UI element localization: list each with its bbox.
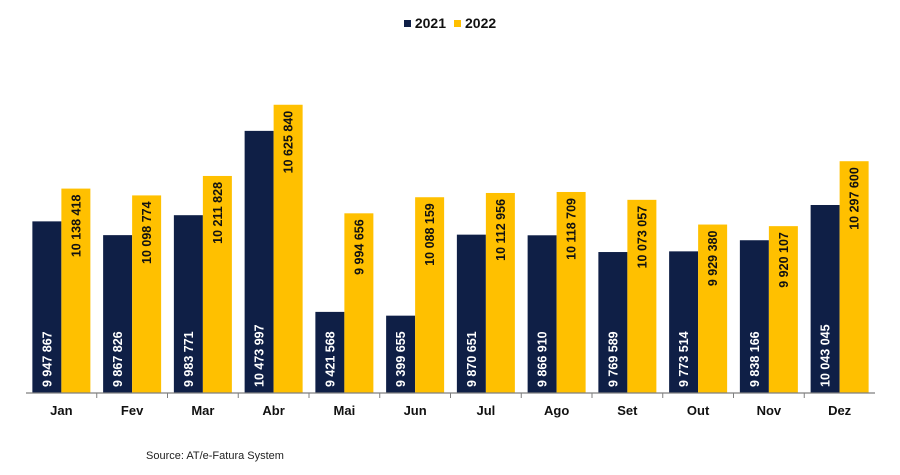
bar-2021-out — [669, 251, 699, 393]
bar-2022-jun — [415, 197, 445, 393]
x-tick-label-fev: Fev — [121, 403, 144, 418]
bar-2021-set — [598, 252, 628, 393]
data-label-2022-jul: 10 112 956 — [494, 199, 508, 261]
bar-2022-ago — [556, 191, 586, 393]
bar-2021-jan — [32, 221, 62, 393]
x-tick-label-abr: Abr — [262, 403, 284, 418]
legend-label-2021: 2021 — [414, 15, 446, 31]
x-tick-label-set: Set — [617, 403, 638, 418]
legend: 2021 2022 — [0, 15, 900, 31]
legend-item-2022: 2022 — [454, 15, 496, 31]
bar-2021-jun — [386, 315, 416, 393]
data-label-2021-jun: 9 399 655 — [394, 331, 408, 387]
bar-2022-fev — [132, 195, 162, 393]
x-tick-label-jul: Jul — [476, 403, 495, 418]
data-label-2021-jul: 9 870 651 — [465, 331, 479, 387]
bar-2021-dez — [810, 204, 840, 393]
bar-2021-abr — [244, 130, 274, 394]
bar-2022-nov — [768, 226, 798, 393]
legend-swatch-2021 — [403, 19, 411, 27]
legend-item-2021: 2021 — [403, 15, 446, 31]
bar-2021-mar — [173, 215, 203, 393]
x-tick-label-jan: Jan — [50, 403, 72, 418]
x-tick-label-mar: Mar — [191, 403, 214, 418]
data-label-2021-mar: 9 983 771 — [182, 331, 196, 387]
bar-2022-mar — [202, 175, 232, 393]
data-label-2021-nov: 9 838 166 — [748, 331, 762, 387]
data-label-2022-abr: 10 625 840 — [282, 111, 296, 174]
legend-swatch-2022 — [454, 19, 461, 27]
bar-2021-fev — [103, 235, 133, 393]
bar-2022-jul — [485, 192, 515, 393]
source-note: Source: AT/e-Fatura System — [146, 450, 284, 462]
data-label-2021-out: 9 773 514 — [677, 331, 691, 387]
bar-chart: 9 947 867 10 138 418 Jan 9 867 826 10 098 77… — [26, 104, 875, 418]
data-label-2022-set: 10 073 057 — [635, 206, 649, 269]
data-label-2021-jan: 9 947 867 — [40, 331, 54, 387]
data-label-2022-mai: 9 994 656 — [352, 219, 366, 275]
data-label-2022-dez: 10 297 600 — [848, 167, 862, 230]
bar-2021-mai — [315, 311, 345, 393]
bar-2021-jul — [456, 234, 486, 393]
data-label-2022-ago: 10 118 709 — [565, 198, 579, 260]
data-label-2021-mai: 9 421 568 — [323, 331, 337, 387]
data-label-2021-abr: 10 473 997 — [253, 324, 267, 387]
bar-2021-nov — [739, 240, 769, 393]
data-label-2021-ago: 9 866 910 — [536, 331, 550, 387]
data-label-2022-jan: 10 138 418 — [69, 195, 83, 258]
bar-2021-ago — [527, 235, 557, 393]
x-tick-label-mai: Mai — [334, 403, 356, 418]
bar-2022-abr — [273, 104, 303, 393]
bar-2022-mai — [344, 213, 374, 393]
data-label-2022-nov: 9 920 107 — [777, 232, 791, 288]
x-tick-label-out: Out — [687, 403, 710, 418]
x-tick-label-nov: Nov — [757, 403, 782, 418]
data-label-2022-out: 9 929 380 — [706, 230, 720, 286]
x-tick-label-ago: Ago — [544, 403, 569, 418]
bar-2022-jan — [61, 188, 91, 393]
bar-2022-set — [627, 199, 657, 393]
bar-2022-dez — [839, 161, 869, 393]
legend-label-2022: 2022 — [465, 15, 497, 31]
data-label-2022-mar: 10 211 828 — [211, 182, 225, 244]
bar-2022-out — [698, 224, 728, 393]
data-label-2021-fev: 9 867 826 — [111, 331, 125, 387]
data-label-2021-dez: 10 043 045 — [819, 324, 833, 387]
x-tick-label-jun: Jun — [404, 403, 427, 418]
data-label-2022-fev: 10 098 774 — [140, 201, 154, 264]
x-tick-label-dez: Dez — [828, 403, 852, 418]
data-label-2021-set: 9 769 589 — [606, 331, 620, 387]
data-label-2022-jun: 10 088 159 — [423, 203, 437, 266]
